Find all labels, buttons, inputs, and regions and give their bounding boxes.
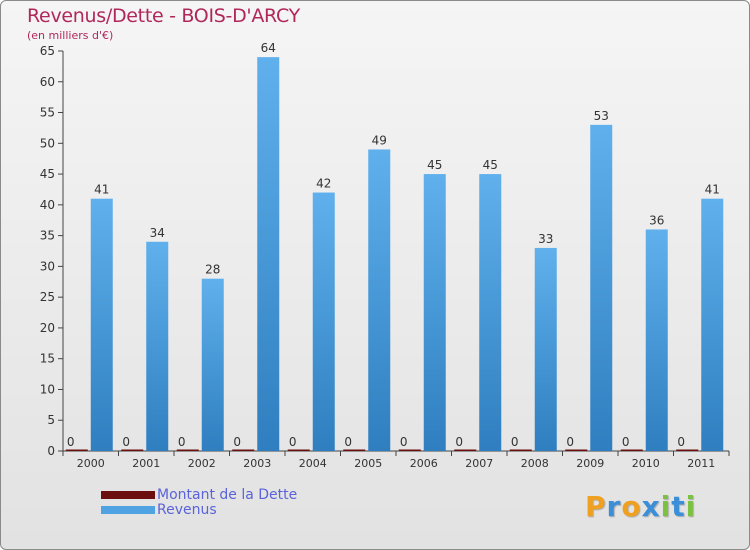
bar-revenus [201, 278, 224, 451]
y-tick-label: 5 [47, 413, 55, 427]
y-tick-label: 20 [40, 321, 55, 335]
data-label-revenus: 42 [316, 177, 331, 191]
bar-dette [343, 449, 366, 451]
bar-revenus [257, 57, 280, 452]
data-label-revenus: 36 [649, 213, 664, 227]
data-label-revenus: 49 [372, 133, 387, 147]
data-label-dette: 0 [344, 435, 352, 449]
data-label-revenus: 34 [150, 226, 165, 240]
data-label-revenus: 53 [594, 109, 609, 123]
bar-dette [454, 449, 477, 451]
logo-letter: r [606, 490, 622, 523]
y-tick-label: 50 [40, 136, 55, 150]
logo-letter: i [660, 490, 672, 523]
data-label-dette: 0 [122, 435, 130, 449]
bar-revenus [90, 198, 113, 451]
y-tick-label: 60 [40, 75, 55, 89]
bar-revenus [146, 241, 169, 451]
x-tick-label: 2011 [687, 457, 715, 470]
legend-label-dette: Montant de la Dette [157, 487, 298, 503]
y-tick-label: 0 [47, 444, 55, 458]
data-label-revenus: 33 [538, 232, 553, 246]
bar-dette [509, 449, 532, 451]
y-tick-label: 45 [40, 167, 55, 181]
y-tick-label: 15 [40, 352, 55, 366]
bar-revenus [423, 174, 446, 452]
chart-title: Revenus/Dette - BOIS-D'ARCY [27, 5, 300, 27]
x-tick-label: 2000 [77, 457, 105, 470]
bar-dette [65, 449, 88, 451]
x-tick-label: 2003 [243, 457, 271, 470]
y-tick-label: 65 [40, 44, 55, 58]
data-label-revenus: 64 [261, 41, 276, 55]
bar-dette [287, 449, 310, 451]
data-label-dette: 0 [400, 435, 408, 449]
x-tick-label: 2001 [132, 457, 160, 470]
data-label-dette: 0 [289, 435, 297, 449]
y-tick-label: 40 [40, 198, 55, 212]
x-tick-label: 2006 [410, 457, 438, 470]
data-label-dette: 0 [566, 435, 574, 449]
bar-dette [398, 449, 421, 451]
x-tick-label: 2002 [188, 457, 216, 470]
bar-revenus [368, 149, 391, 451]
x-tick-label: 2009 [576, 457, 604, 470]
bar-dette [176, 449, 199, 451]
bar-dette [565, 449, 588, 451]
data-label-revenus: 45 [427, 158, 442, 172]
bar-revenus [645, 229, 668, 451]
proxiti-logo: Proxiti [585, 490, 696, 523]
legend-item-dette: Montant de la Dette [101, 487, 297, 503]
data-label-dette: 0 [178, 435, 186, 449]
y-tick-label: 35 [40, 229, 55, 243]
x-tick-label: 2008 [521, 457, 549, 470]
y-tick-label: 30 [40, 259, 55, 273]
logo-letter: x [641, 490, 661, 523]
bar-dette [121, 449, 144, 451]
logo-letter: t [671, 490, 686, 523]
data-label-revenus: 45 [483, 158, 498, 172]
data-label-revenus: 28 [205, 263, 220, 277]
x-tick-label: 2004 [299, 457, 327, 470]
y-tick-label: 10 [40, 382, 55, 396]
bar-revenus [312, 192, 335, 452]
data-label-dette: 0 [455, 435, 463, 449]
y-tick-label: 25 [40, 290, 55, 304]
data-label-revenus: 41 [94, 183, 109, 197]
data-label-dette: 0 [233, 435, 241, 449]
bar-revenus [479, 174, 502, 452]
x-tick-label: 2007 [465, 457, 493, 470]
logo-letter: i [685, 490, 697, 523]
bar-revenus [534, 247, 557, 451]
bar-dette [232, 449, 255, 451]
data-label-dette: 0 [622, 435, 630, 449]
chart-subtitle: (en milliers d'€) [27, 29, 114, 42]
bar-revenus [701, 198, 724, 451]
legend-swatch-dette [101, 491, 155, 499]
logo-letter: P [585, 490, 607, 523]
bar-dette [676, 449, 699, 451]
legend-label-revenus: Revenus [157, 502, 217, 518]
data-label-revenus: 41 [705, 183, 720, 197]
x-tick-label: 2010 [632, 457, 660, 470]
x-tick-label: 2005 [354, 457, 382, 470]
bar-revenus [590, 124, 613, 451]
data-label-dette: 0 [511, 435, 519, 449]
data-label-dette: 0 [67, 435, 75, 449]
y-tick-label: 55 [40, 106, 55, 120]
legend-swatch-revenus [101, 506, 155, 514]
legend-item-revenus: Revenus [101, 502, 217, 518]
data-label-dette: 0 [677, 435, 685, 449]
logo-letter: o [621, 490, 642, 523]
bar-dette [620, 449, 643, 451]
